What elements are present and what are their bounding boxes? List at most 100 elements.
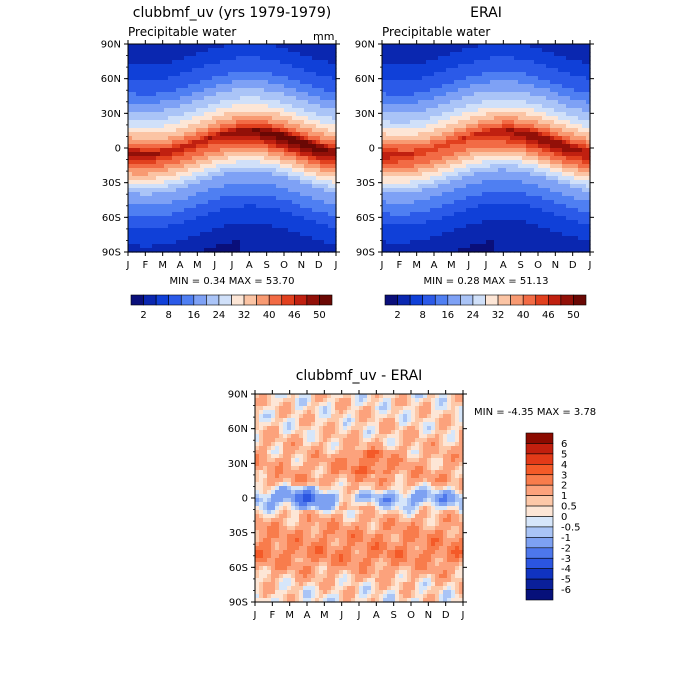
month-tick-label: O bbox=[280, 260, 288, 271]
heatmap-cell bbox=[200, 48, 205, 53]
heatmap-cell bbox=[192, 144, 197, 149]
heatmap-cell bbox=[200, 64, 205, 69]
heatmap-cell bbox=[462, 48, 467, 53]
heatmap-cell bbox=[422, 72, 427, 77]
heatmap-cell bbox=[578, 204, 583, 209]
heatmap-cell bbox=[550, 180, 555, 185]
heatmap-cell bbox=[160, 60, 165, 65]
heatmap-cell bbox=[252, 168, 257, 173]
heatmap-cell bbox=[430, 140, 435, 145]
heatmap-cell bbox=[192, 228, 197, 233]
heatmap-cell bbox=[192, 192, 197, 197]
heatmap-cell bbox=[284, 232, 289, 237]
heatmap-cell bbox=[446, 136, 451, 141]
heatmap-cell bbox=[426, 164, 431, 169]
heatmap-cell bbox=[454, 76, 459, 81]
heatmap-cell bbox=[418, 192, 423, 197]
heatmap-cell bbox=[414, 112, 419, 117]
heatmap-cell bbox=[454, 164, 459, 169]
heatmap-cell bbox=[216, 180, 221, 185]
heatmap-cell bbox=[204, 144, 209, 149]
heatmap-cell bbox=[232, 124, 237, 129]
heatmap-cell bbox=[276, 120, 281, 125]
heatmap-cell bbox=[526, 120, 531, 125]
heatmap-cell bbox=[220, 164, 225, 169]
heatmap-cell bbox=[582, 176, 587, 181]
heatmap-cell bbox=[422, 160, 427, 165]
heatmap-cell bbox=[240, 220, 245, 225]
heatmap-cell bbox=[140, 48, 145, 53]
heatmap-cell bbox=[216, 68, 221, 73]
heatmap-cell bbox=[312, 240, 317, 245]
heatmap-cell bbox=[168, 220, 173, 225]
heatmap-cell bbox=[184, 80, 189, 85]
heatmap-cell bbox=[398, 200, 403, 205]
heatmap-cell bbox=[402, 120, 407, 125]
heatmap-cell bbox=[386, 108, 391, 113]
month-tick-label: J bbox=[334, 260, 338, 271]
heatmap-cell bbox=[244, 52, 249, 57]
heatmap-cell bbox=[582, 156, 587, 161]
heatmap-cell bbox=[394, 56, 399, 61]
heatmap-cell bbox=[324, 224, 329, 229]
heatmap-cell bbox=[128, 176, 133, 181]
heatmap-cell bbox=[438, 64, 443, 69]
heatmap-cell bbox=[578, 128, 583, 133]
heatmap-cell bbox=[398, 132, 403, 137]
heatmap-cell bbox=[176, 168, 181, 173]
heatmap-cell bbox=[534, 112, 539, 117]
heatmap-cell bbox=[272, 144, 277, 149]
heatmap-cell bbox=[256, 124, 261, 129]
heatmap-cell bbox=[280, 92, 285, 97]
heatmap-cell bbox=[176, 184, 181, 189]
heatmap-cell bbox=[386, 68, 391, 73]
heatmap-cell bbox=[490, 60, 495, 65]
heatmap-cell bbox=[236, 224, 241, 229]
heatmap-cell bbox=[180, 96, 185, 101]
heatmap-cell bbox=[284, 128, 289, 133]
heatmap-cell bbox=[474, 180, 479, 185]
heatmap-cell bbox=[502, 148, 507, 153]
heatmap-cell bbox=[474, 88, 479, 93]
heatmap-cell bbox=[474, 152, 479, 157]
heatmap-cell bbox=[252, 92, 257, 97]
heatmap-cell bbox=[156, 104, 161, 109]
heatmap-cell bbox=[502, 180, 507, 185]
heatmap-cell bbox=[324, 108, 329, 113]
heatmap-cell bbox=[558, 152, 563, 157]
heatmap-cell bbox=[586, 96, 591, 101]
heatmap-cell bbox=[506, 164, 511, 169]
heatmap-cell bbox=[272, 100, 277, 105]
heatmap-cell bbox=[390, 168, 395, 173]
heatmap-cell bbox=[450, 196, 455, 201]
heatmap-cell bbox=[566, 60, 571, 65]
heatmap-cell bbox=[466, 168, 471, 173]
heatmap-cell bbox=[494, 44, 499, 49]
heatmap-cell bbox=[184, 232, 189, 237]
heatmap-cell bbox=[224, 120, 229, 125]
colorbar-swatch bbox=[193, 294, 207, 306]
heatmap-cell bbox=[458, 128, 463, 133]
heatmap-cell bbox=[454, 72, 459, 77]
heatmap-cell bbox=[418, 112, 423, 117]
heatmap-cell bbox=[128, 228, 133, 233]
heatmap-cell bbox=[288, 136, 293, 141]
heatmap-cell bbox=[438, 56, 443, 61]
heatmap-cell bbox=[248, 80, 253, 85]
heatmap-cell bbox=[172, 168, 177, 173]
heatmap-cell bbox=[458, 112, 463, 117]
heatmap-cell bbox=[414, 160, 419, 165]
heatmap-cell bbox=[482, 172, 487, 177]
heatmap-cell bbox=[438, 100, 443, 105]
heatmap-cell bbox=[478, 124, 483, 129]
heatmap-cell bbox=[328, 56, 333, 61]
heatmap-cell bbox=[220, 84, 225, 89]
heatmap-cell bbox=[272, 184, 277, 189]
heatmap-cell bbox=[272, 76, 277, 81]
heatmap-cell bbox=[312, 232, 317, 237]
heatmap-cell bbox=[148, 216, 153, 221]
heatmap-cell bbox=[232, 240, 237, 245]
heatmap-cell bbox=[280, 108, 285, 113]
heatmap-cell bbox=[296, 76, 301, 81]
heatmap-cell bbox=[394, 124, 399, 129]
